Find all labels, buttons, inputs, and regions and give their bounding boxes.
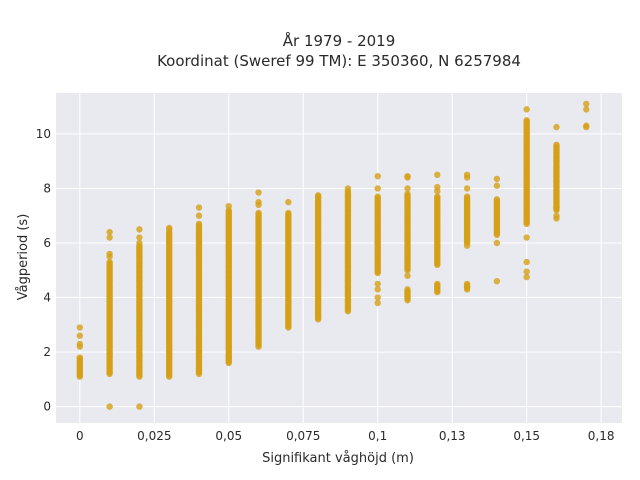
x-tick-label: 0,025 [137, 429, 171, 443]
y-tick-label: 4 [43, 291, 51, 305]
data-point [374, 286, 381, 293]
data-point [374, 185, 381, 192]
data-point [225, 202, 232, 210]
y-tick-label: 8 [43, 181, 51, 195]
data-point [106, 258, 113, 266]
data-point [553, 123, 560, 131]
data-point [523, 273, 530, 281]
data-point [195, 212, 203, 219]
data-point [493, 196, 501, 203]
data-point [136, 234, 143, 241]
data-point [195, 204, 203, 211]
data-point [136, 403, 143, 410]
data-point [523, 234, 530, 241]
y-tick-label: 2 [43, 345, 51, 359]
x-tick-label: 0,05 [215, 429, 242, 443]
y-tick-label: 6 [43, 236, 51, 250]
x-axis-label: Signifikant våghöjd (m) [262, 451, 414, 466]
data-point [523, 268, 530, 275]
data-point [404, 286, 411, 293]
data-point [583, 106, 590, 113]
data-point [374, 299, 381, 307]
data-point [553, 141, 560, 149]
data-point [583, 100, 590, 108]
data-point [76, 340, 84, 348]
data-point [583, 122, 590, 129]
data-point [374, 172, 381, 180]
data-point [463, 193, 471, 200]
data-point [76, 354, 84, 361]
data-point [136, 239, 143, 247]
y-axis-ticks: 0 2 4 6 8 10 [36, 127, 51, 414]
data-point [493, 175, 501, 183]
data-point [434, 171, 441, 179]
data-point [255, 209, 262, 217]
x-tick-label: 0,18 [588, 429, 615, 443]
y-tick-label: 0 [43, 400, 51, 414]
data-point [255, 189, 262, 196]
data-point [106, 228, 113, 236]
chart-title-line1: År 1979 - 2019 [283, 31, 396, 50]
data-point [374, 193, 381, 200]
data-point [106, 234, 113, 241]
data-point [463, 242, 471, 249]
data-point [76, 332, 84, 339]
data-point [344, 185, 352, 192]
data-point [463, 280, 471, 288]
data-point [463, 171, 471, 179]
y-tick-label: 10 [36, 127, 51, 141]
data-point [285, 198, 292, 206]
x-tick-label: 0,13 [439, 429, 466, 443]
data-point [493, 277, 501, 285]
data-point [255, 198, 262, 206]
data-point [553, 212, 560, 219]
data-point [136, 226, 143, 233]
x-axis-ticks: 0 0,025 0,05 0,075 0,1 0,13 0,15 0,18 [76, 429, 614, 443]
data-point [493, 182, 501, 189]
data-point [434, 183, 441, 191]
data-point [404, 272, 411, 279]
x-tick-label: 0 [76, 429, 84, 443]
data-point [374, 280, 381, 288]
data-point [523, 117, 530, 124]
data-points [76, 100, 590, 410]
data-point [374, 294, 381, 301]
data-point [404, 185, 411, 192]
data-point [523, 106, 530, 113]
x-tick-label: 0,1 [368, 429, 387, 443]
data-point [106, 403, 113, 410]
data-point [76, 324, 84, 331]
data-point [493, 239, 501, 247]
x-tick-label: 0,075 [286, 429, 320, 443]
data-point [434, 280, 441, 288]
data-point [195, 220, 203, 228]
x-tick-label: 0,15 [513, 429, 540, 443]
data-point [434, 193, 441, 200]
chart-title-line2: Koordinat (Sweref 99 TM): E 350360, N 62… [157, 52, 521, 70]
data-point [404, 172, 411, 180]
data-point [106, 250, 113, 258]
data-point [553, 204, 560, 211]
data-point [463, 185, 471, 192]
data-point [523, 258, 530, 266]
data-point [404, 190, 411, 198]
data-point [285, 209, 292, 217]
data-point [314, 192, 322, 199]
y-axis-label: Vågperiod (s) [16, 214, 31, 301]
data-point [166, 224, 173, 232]
